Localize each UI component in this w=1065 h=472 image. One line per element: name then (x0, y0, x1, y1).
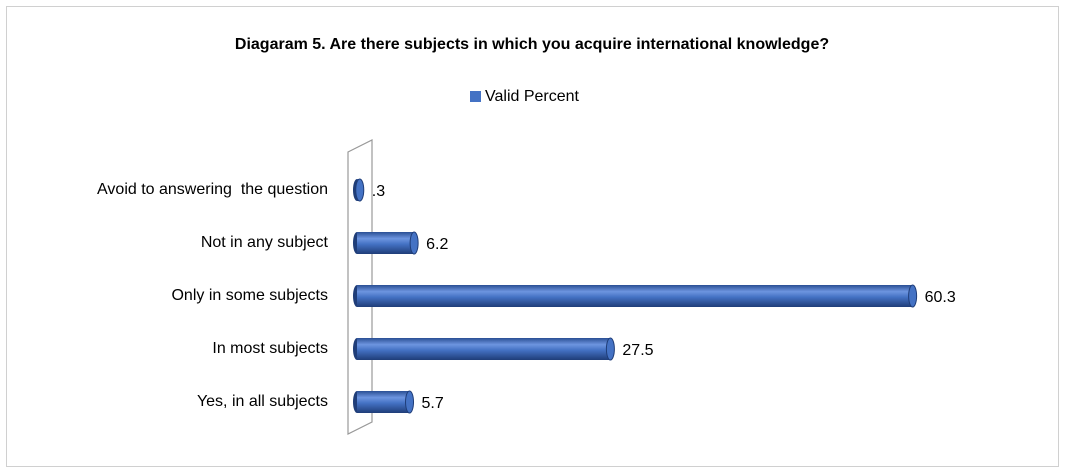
data-label: 60.3 (925, 289, 956, 306)
bar-cap (908, 284, 918, 308)
y-tick-label: Yes, in all subjects (197, 393, 328, 410)
bar-cap (405, 390, 415, 414)
bar-cap (409, 231, 419, 255)
legend-label: Valid Percent (485, 88, 580, 105)
y-tick-label: Avoid to answering the question (97, 181, 328, 198)
y-tick-label: In most subjects (212, 340, 328, 357)
chart-border (6, 6, 1059, 467)
y-tick-label: Only in some subjects (171, 287, 328, 304)
data-label: 27.5 (622, 342, 653, 359)
legend-swatch (470, 91, 481, 102)
bar (357, 338, 611, 360)
plot-area: Avoid to answering the question Not in an… (97, 178, 956, 414)
bar-cap (605, 337, 615, 361)
y-tick-label: Not in any subject (201, 234, 329, 251)
legend: Valid Percent (470, 88, 580, 105)
bar (357, 285, 913, 307)
bar (357, 391, 410, 413)
chart-title: Diagaram 5. Are there subjects in which … (235, 36, 829, 53)
bar (357, 232, 415, 254)
data-label: 5.7 (422, 395, 444, 412)
data-label: 6.2 (426, 236, 448, 253)
bar-cap (355, 178, 365, 202)
data-label: .3 (372, 183, 385, 200)
